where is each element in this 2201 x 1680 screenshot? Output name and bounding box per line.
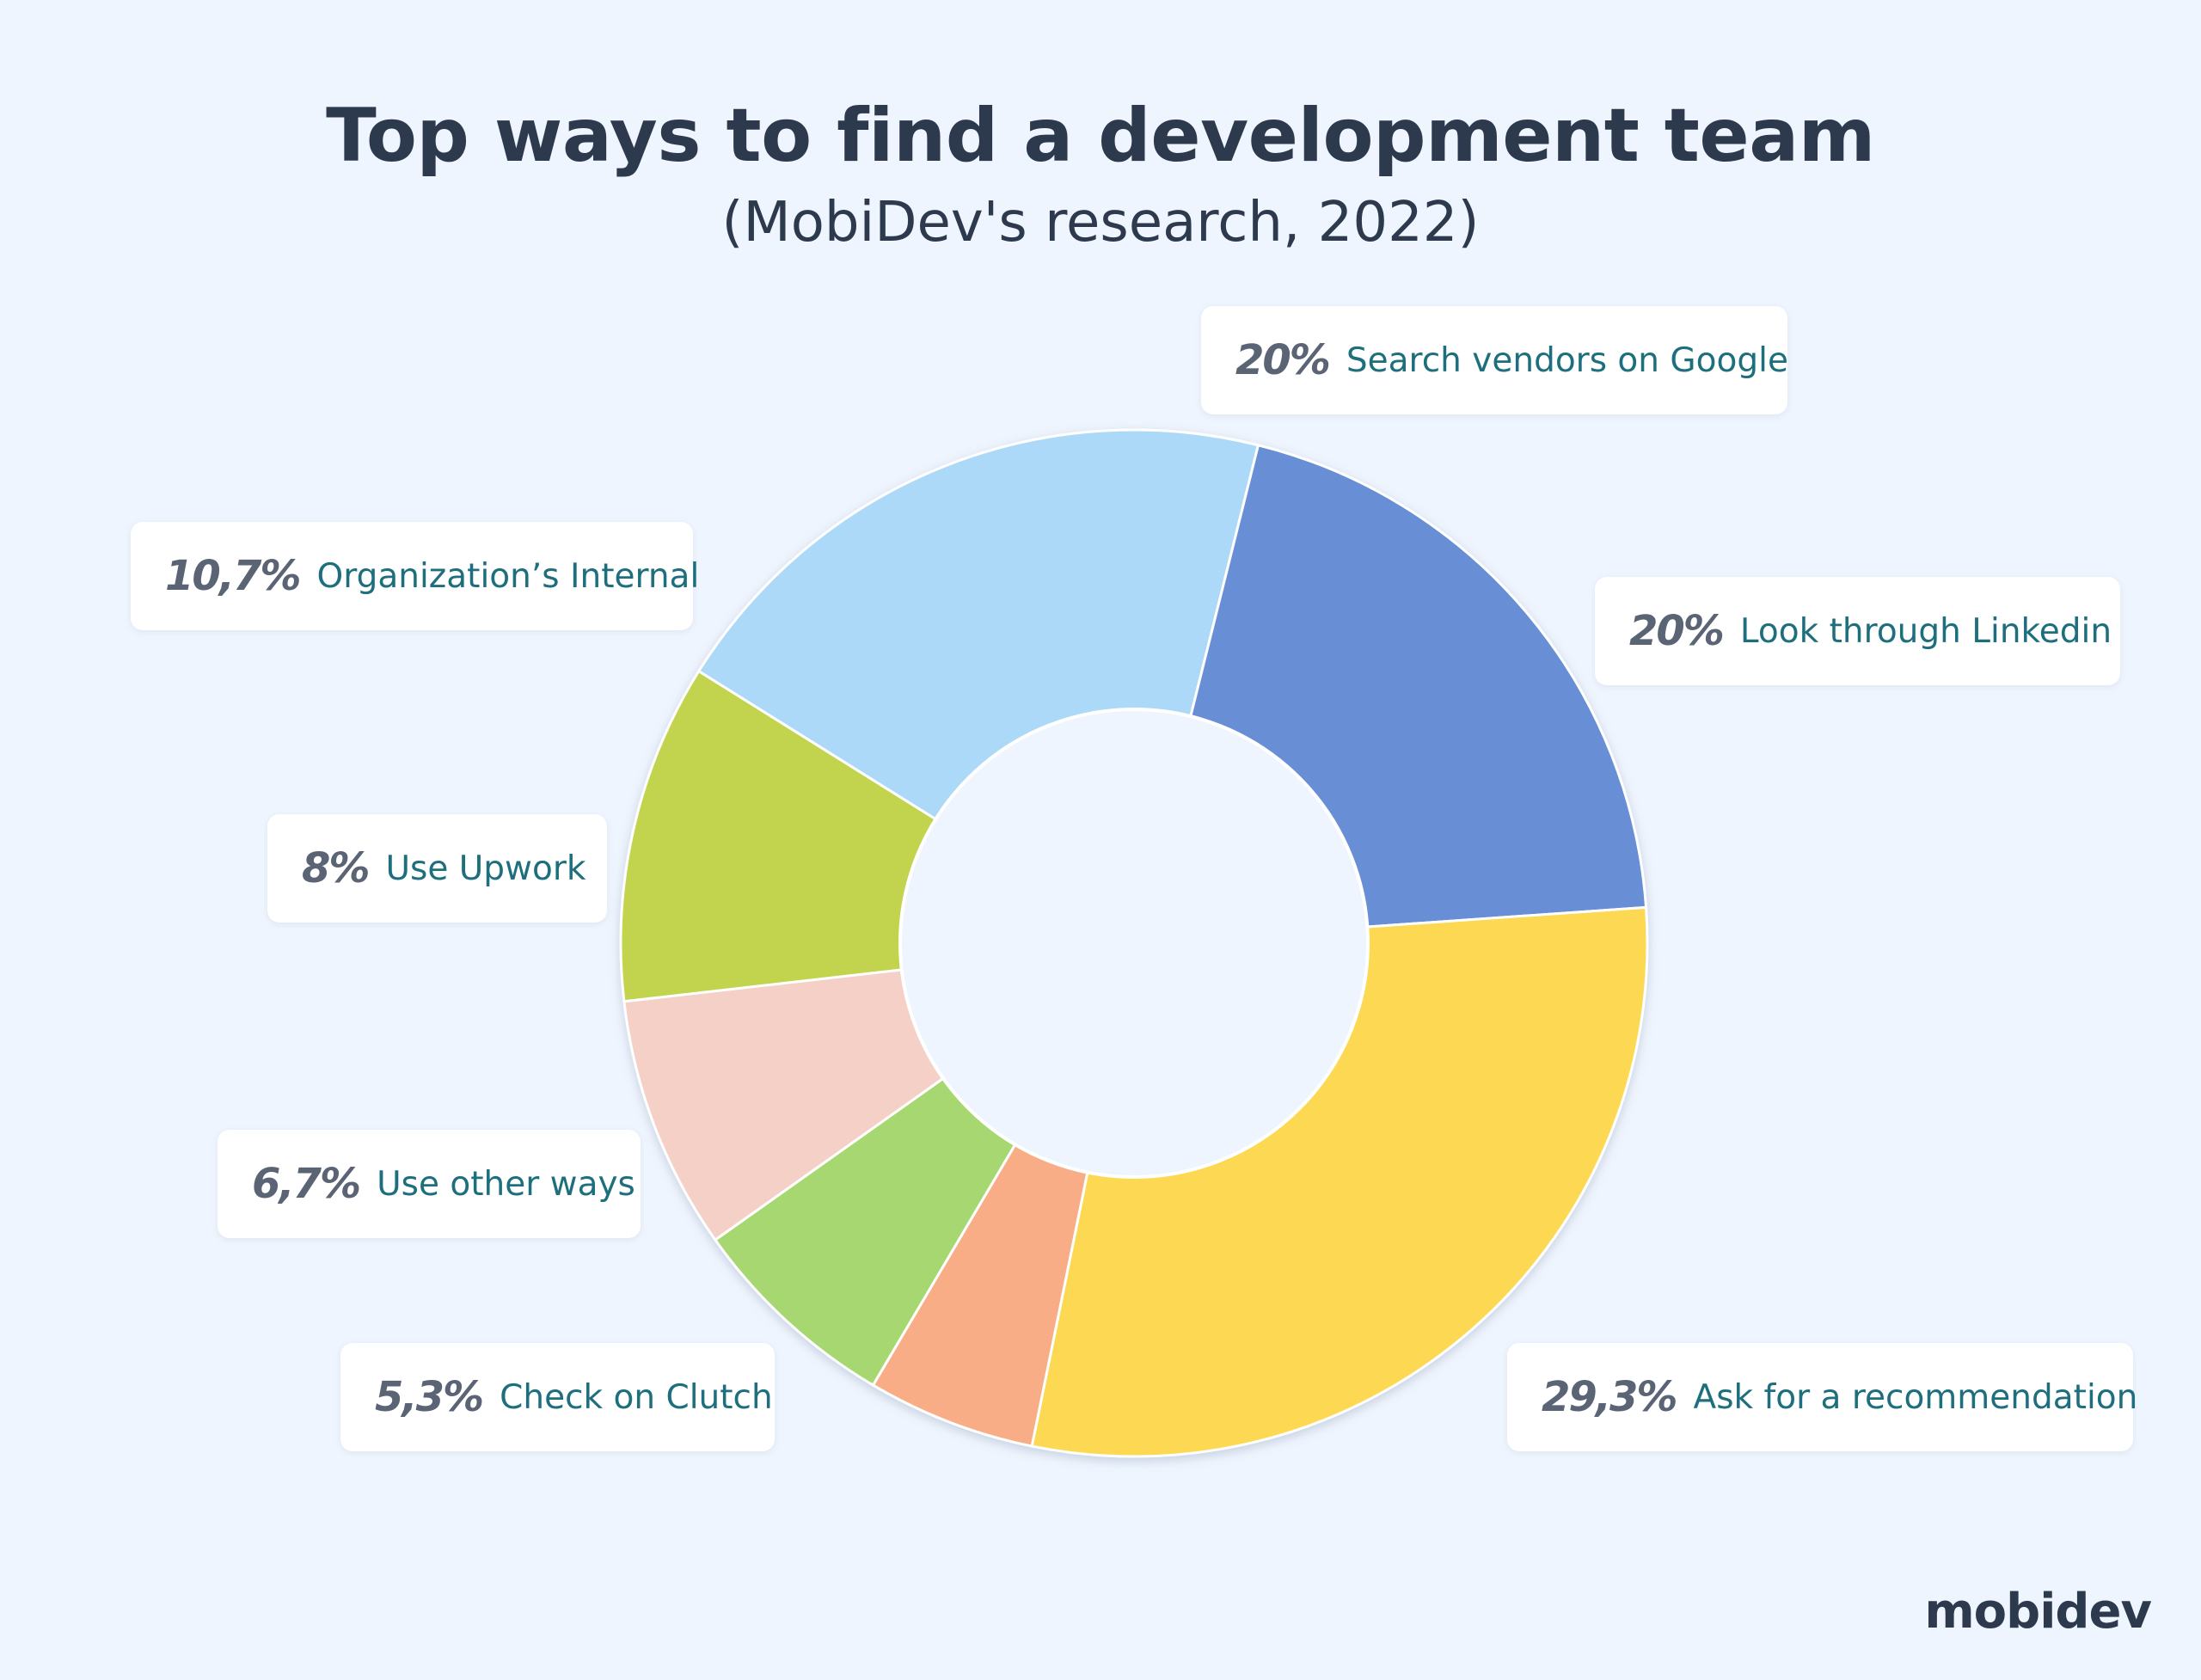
slice-pct-recommendation: 29,3% (1542, 1373, 1678, 1421)
slice-text-google: Search vendors on Google (1346, 340, 1788, 380)
slice-text-upwork: Use Upwork (385, 849, 586, 888)
donut-hole (898, 708, 1370, 1179)
slice-text-other: Use other ways (377, 1164, 635, 1204)
slice-label-other: 6,7% Use other ways (218, 1130, 641, 1238)
slice-text-recommendation: Ask for a recommendation (1693, 1377, 2138, 1417)
slice-pct-clutch: 5,3% (375, 1373, 484, 1421)
slice-pct-google: 20% (1235, 336, 1331, 384)
slice-label-internal: 10,7% Organization’s Internal (131, 522, 699, 630)
slice-text-clutch: Check on Clutch (500, 1377, 773, 1417)
slice-label-upwork: 8% Use Upwork (267, 814, 607, 923)
slice-pct-internal: 10,7% (165, 552, 302, 600)
slice-pct-upwork: 8% (302, 844, 370, 892)
slice-text-internal: Organization’s Internal (316, 556, 700, 596)
mobidev-logo: mobidev (1924, 1584, 2152, 1640)
chart-subtitle: (MobiDev's research, 2022) (721, 191, 1480, 254)
slice-text-linkedin: Look through Linkedin (1739, 611, 2112, 651)
chart-title: Top ways to find a development team (326, 93, 1875, 179)
slice-label-recommendation: 29,3% Ask for a recommendation (1507, 1343, 2137, 1451)
slice-label-linkedin: 20% Look through Linkedin (1595, 577, 2120, 685)
slice-label-google: 20% Search vendors on Google (1201, 306, 1788, 414)
slice-pct-other: 6,7% (252, 1160, 361, 1208)
slice-label-clutch: 5,3% Check on Clutch (340, 1343, 775, 1451)
slice-pct-linkedin: 20% (1629, 607, 1725, 655)
